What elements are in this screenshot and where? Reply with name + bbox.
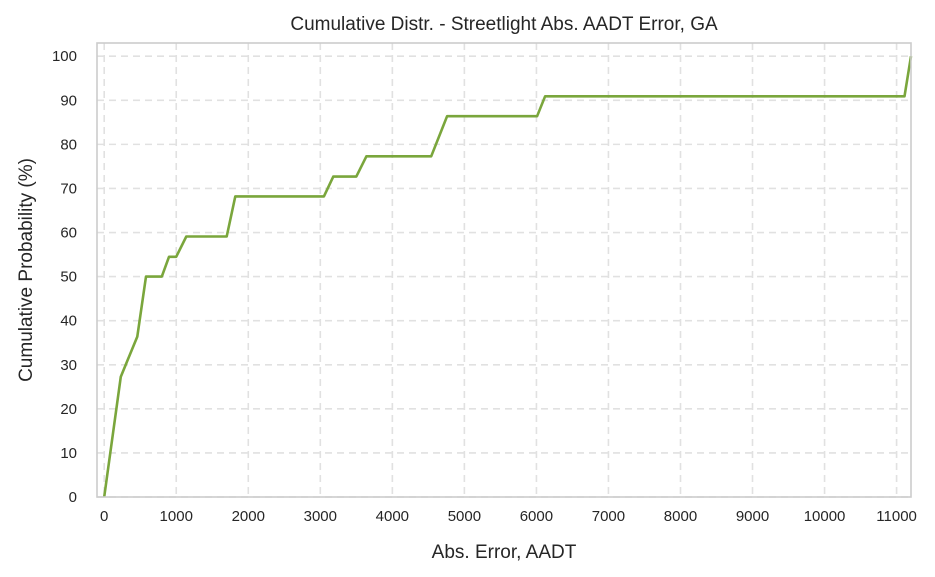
x-tick-label: 0	[100, 508, 108, 525]
x-tick-label: 9000	[736, 508, 769, 525]
plot-frame	[96, 42, 912, 498]
series-group	[102, 55, 913, 498]
x-tick-label: 7000	[592, 508, 625, 525]
y-tick-label: 20	[60, 401, 77, 418]
x-axis-title: Abs. Error, AADT	[432, 542, 577, 563]
y-tick-label: 50	[60, 269, 77, 286]
x-tick-label: 1000	[160, 508, 193, 525]
y-tick-label: 100	[52, 48, 77, 65]
x-tick-label: 2000	[232, 508, 265, 525]
y-tick-label: 70	[60, 180, 77, 197]
y-tick-label: 0	[69, 489, 77, 506]
y-tick-label: 30	[60, 357, 77, 374]
chart-title: Cumulative Distr. - Streetlight Abs. AAD…	[290, 14, 718, 35]
y-tick-label: 80	[60, 136, 77, 153]
grid	[97, 43, 911, 498]
x-tick-label: 8000	[664, 508, 697, 525]
y-tick-label: 40	[60, 313, 77, 330]
y-tick-label: 90	[60, 92, 77, 109]
x-tick-label: 10000	[804, 508, 846, 525]
y-tick-label: 60	[60, 225, 77, 242]
x-tick-label: 11000	[876, 508, 917, 525]
y-axis-title: Cumulative Probability (%)	[16, 158, 37, 382]
x-tick-label: 4000	[376, 508, 409, 525]
cumulative-line	[102, 55, 913, 498]
x-tick-label: 3000	[304, 508, 337, 525]
tick-labels: 0 1000 2000 3000 4000 5000 6000 7000 8000 9000 100…	[52, 48, 917, 525]
x-tick-label: 6000	[520, 508, 553, 525]
y-tick-label: 10	[60, 445, 77, 462]
x-tick-label: 5000	[448, 508, 481, 525]
